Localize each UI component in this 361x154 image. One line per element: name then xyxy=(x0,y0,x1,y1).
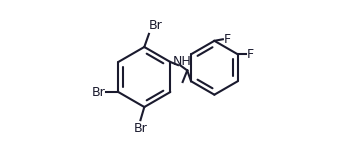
Text: F: F xyxy=(247,48,254,61)
Text: Br: Br xyxy=(149,19,163,32)
Text: F: F xyxy=(223,33,231,46)
Text: Br: Br xyxy=(91,85,105,99)
Text: Br: Br xyxy=(134,122,147,135)
Text: NH: NH xyxy=(173,55,191,68)
